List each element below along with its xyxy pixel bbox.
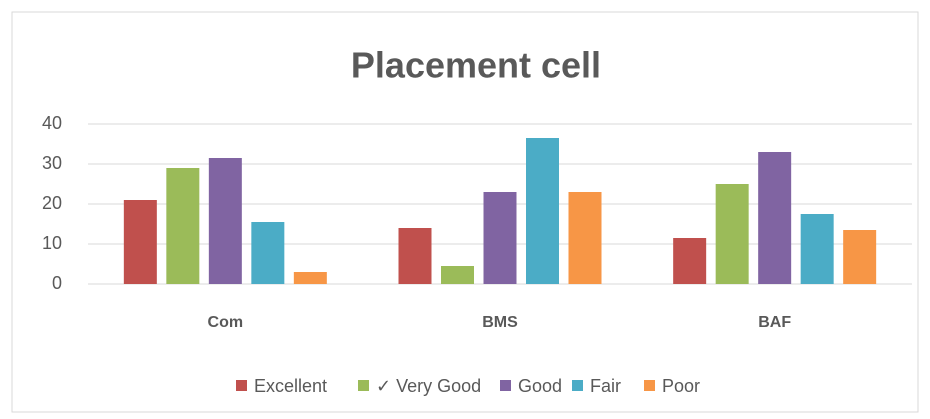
bar xyxy=(208,158,242,284)
bar xyxy=(293,272,327,284)
x-tick-label: BMS xyxy=(482,314,518,331)
legend-swatch xyxy=(236,380,247,391)
bar xyxy=(843,230,877,284)
bar xyxy=(251,222,285,284)
legend-label: Excellent xyxy=(254,376,327,396)
bar xyxy=(568,192,602,284)
legend-swatch xyxy=(644,380,655,391)
bar xyxy=(800,214,834,284)
chart-title: Placement cell xyxy=(351,45,601,86)
x-tick-label: Com xyxy=(208,314,244,331)
bar xyxy=(398,228,432,284)
legend-swatch xyxy=(572,380,583,391)
bar xyxy=(715,184,749,284)
y-tick-label: 30 xyxy=(42,153,62,173)
bar xyxy=(123,200,157,284)
bar xyxy=(441,266,474,284)
x-tick-label: BAF xyxy=(758,314,791,331)
legend-label: ✓ Very Good xyxy=(376,376,481,396)
legend-label: Good xyxy=(518,376,562,396)
y-tick-label: 10 xyxy=(42,233,62,253)
bar xyxy=(483,192,517,284)
bar xyxy=(166,168,200,284)
legend-swatch xyxy=(500,380,511,391)
bar xyxy=(758,152,792,284)
legend-label: Fair xyxy=(590,376,621,396)
y-tick-label: 20 xyxy=(42,193,62,213)
bar xyxy=(526,138,559,284)
y-tick-label: 0 xyxy=(52,273,62,293)
y-tick-label: 40 xyxy=(42,113,62,133)
legend-swatch xyxy=(358,380,369,391)
bar xyxy=(673,238,707,284)
legend-label: Poor xyxy=(662,376,700,396)
